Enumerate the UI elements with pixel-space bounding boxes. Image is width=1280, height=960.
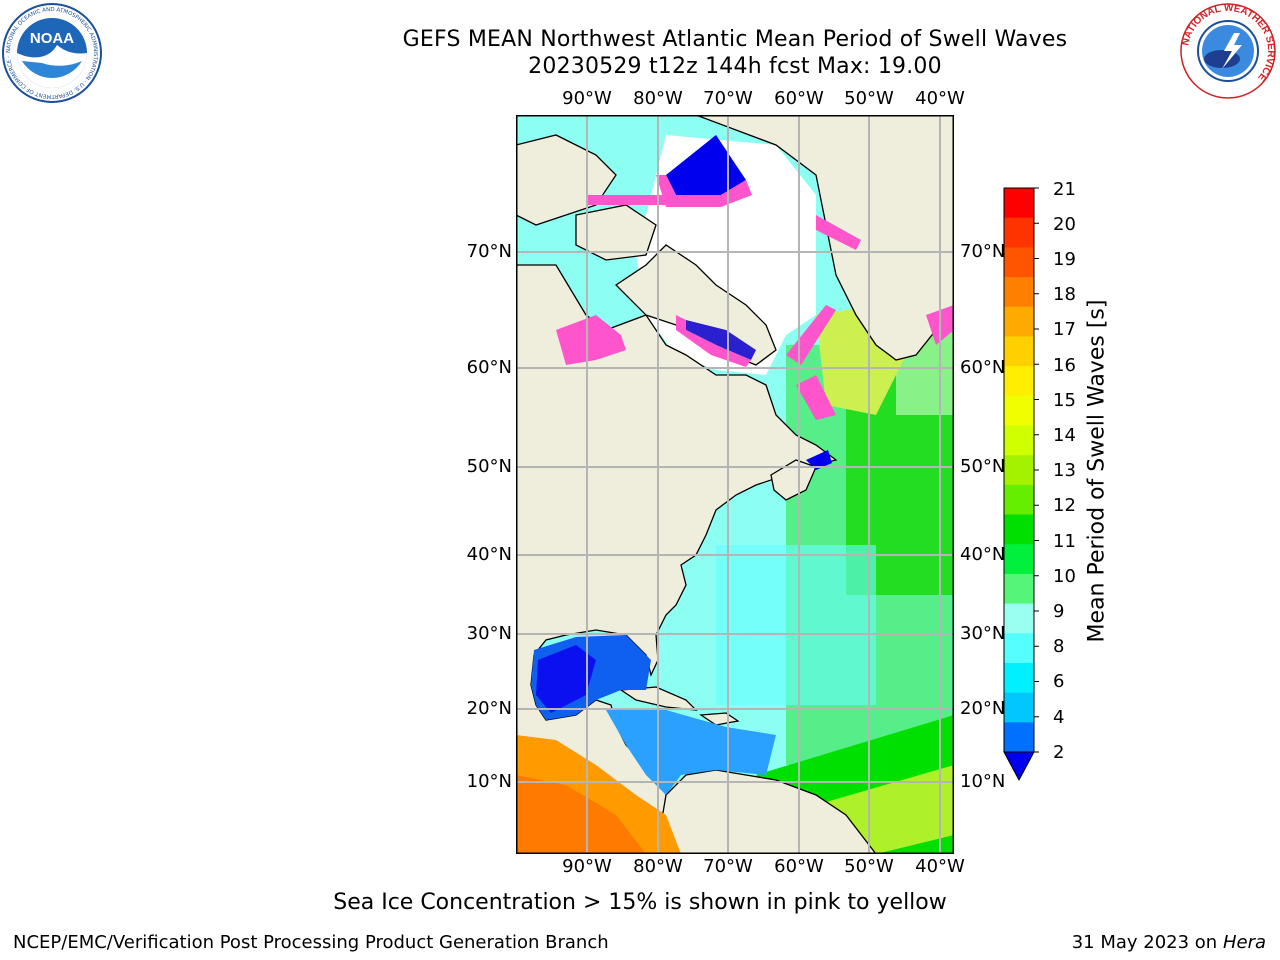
colorbar-tick-label: 15 — [1053, 390, 1076, 411]
lat-label-left-10n: 10°N — [466, 771, 512, 792]
nws-logo: NATIONAL WEATHER SERVICE — [1180, 3, 1276, 99]
colorbar-tick-label: 16 — [1053, 355, 1076, 376]
lon-label-bottom-60w: 60°W — [774, 856, 824, 877]
colorbar-tick-label: 19 — [1053, 249, 1076, 270]
gulf-deep-blue — [536, 645, 596, 713]
colorbar-tick-label: 6 — [1053, 671, 1065, 692]
colorbar-tick-label: 8 — [1053, 636, 1065, 657]
colorbar-tick-label: 20 — [1053, 214, 1076, 235]
labrador-coast-blue — [806, 450, 832, 470]
run-date: 31 May 2023 on Hera — [1072, 932, 1266, 953]
lat-label-left-50n: 50°N — [466, 456, 512, 477]
colorbar-segment — [1004, 395, 1034, 426]
lon-label-top-50w: 50°W — [844, 88, 894, 109]
lat-label-left-60n: 60°N — [466, 357, 512, 378]
chart-subtitle: 20230529 t12z 144h fcst Max: 19.00 — [528, 54, 942, 79]
land — [516, 115, 954, 854]
lat-label-right-60n: 60°N — [960, 357, 1006, 378]
colorbar-segment — [1004, 633, 1034, 664]
lat-label-right-70n: 70°N — [960, 241, 1006, 262]
lon-label-bottom-70w: 70°W — [703, 856, 753, 877]
colorbar-segment — [1004, 692, 1034, 723]
map-frame — [516, 115, 954, 854]
colorbar-tick-label: 9 — [1053, 601, 1065, 622]
noaa-logo: NATIONAL OCEANIC AND ATMOSPHERIC ADMINIS… — [2, 3, 102, 103]
colorbar-segment — [1004, 247, 1034, 278]
colorbar-segment — [1004, 366, 1034, 397]
map-panel — [516, 115, 954, 854]
lon-label-top-90w: 90°W — [562, 88, 612, 109]
lat-label-left-20n: 20°N — [466, 698, 512, 719]
lat-label-right-50n: 50°N — [960, 456, 1006, 477]
lat-label-left-30n: 30°N — [466, 623, 512, 644]
land-greenland — [695, 115, 954, 361]
chart-title: GEFS MEAN Northwest Atlantic Mean Period… — [402, 27, 1068, 52]
colorbar-underflow-triangle — [1003, 751, 1035, 782]
host-name: Hera — [1222, 932, 1266, 953]
colorbar-tick-label: 10 — [1053, 566, 1076, 587]
noaa-text: NOAA — [30, 30, 74, 47]
colorbar-tick-label: 17 — [1053, 319, 1076, 340]
colorbar-segment — [1004, 306, 1034, 337]
colorbar-segment — [1004, 484, 1034, 516]
lat-label-left-70n: 70°N — [466, 241, 512, 262]
colorbar-segment — [1004, 573, 1034, 605]
colorbar-tick-label: 2 — [1053, 742, 1065, 763]
colorbar-segment — [1004, 277, 1034, 308]
colorbar-tick-label: 11 — [1053, 531, 1076, 552]
lon-label-top-70w: 70°W — [703, 88, 753, 109]
sea-ice — [556, 135, 954, 420]
swell-cyan-center — [716, 545, 876, 705]
lat-label-right-10n: 10°N — [960, 771, 1006, 792]
colorbar-segment — [1004, 188, 1034, 219]
credit-text: NCEP/EMC/Verification Post Processing Pr… — [13, 932, 609, 953]
colorbar-title: Mean Period of Swell Waves [s] — [1084, 299, 1110, 643]
lat-label-left-40n: 40°N — [466, 544, 512, 565]
lon-label-bottom-40w: 40°W — [915, 856, 965, 877]
lat-label-right-30n: 30°N — [960, 623, 1006, 644]
colorbar-tick-label: 13 — [1053, 460, 1076, 481]
colorbar-segment — [1004, 336, 1034, 367]
graticule — [516, 115, 954, 854]
colorbar-tick-label: 21 — [1053, 179, 1076, 200]
colorbar-tick-label: 12 — [1053, 495, 1076, 516]
colorbar-segment — [1004, 544, 1034, 575]
sea-ice-footnote: Sea Ice Concentration > 15% is shown in … — [333, 890, 947, 915]
pacific-swell-inner — [516, 775, 646, 854]
lon-label-bottom-90w: 90°W — [562, 856, 612, 877]
lon-label-top-40w: 40°W — [915, 88, 965, 109]
colorbar-segment — [1004, 722, 1034, 753]
colorbar-tick-label: 4 — [1053, 707, 1065, 728]
colorbar — [1003, 187, 1039, 782]
lat-label-right-20n: 20°N — [960, 698, 1006, 719]
colorbar-tick-label: 14 — [1053, 425, 1076, 446]
colorbar-segment — [1004, 662, 1034, 694]
colorbar-segment — [1004, 217, 1034, 248]
run-date-text: 31 May 2023 on — [1071, 932, 1218, 953]
lon-label-bottom-80w: 80°W — [633, 856, 683, 877]
colorbar-tick-label: 18 — [1053, 284, 1076, 305]
land-south-america — [655, 769, 877, 854]
colorbar-segment — [1004, 603, 1034, 634]
lat-label-right-40n: 40°N — [960, 544, 1006, 565]
lon-label-bottom-50w: 50°W — [844, 856, 894, 877]
caribbean-swell — [606, 710, 776, 795]
colorbar-segment — [1004, 425, 1034, 456]
colorbar-segment — [1004, 455, 1034, 486]
lon-label-top-60w: 60°W — [774, 88, 824, 109]
lon-label-top-80w: 80°W — [633, 88, 683, 109]
land-newfoundland — [770, 459, 817, 501]
colorbar-segment — [1004, 514, 1034, 545]
